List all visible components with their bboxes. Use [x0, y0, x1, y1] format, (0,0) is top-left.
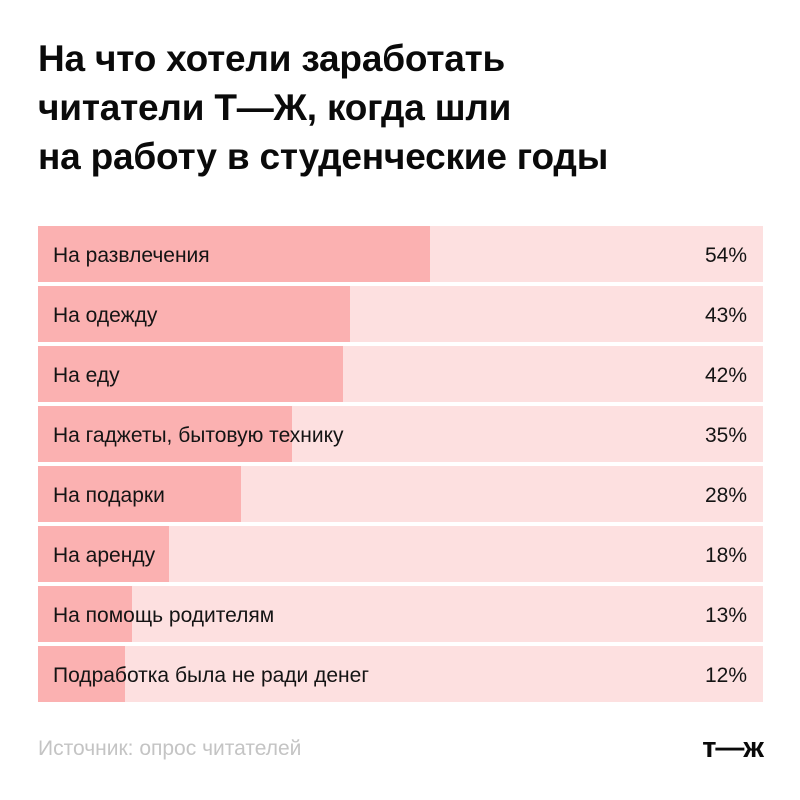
- bar-value-label: 13%: [704, 604, 747, 627]
- bar: [38, 286, 350, 342]
- bar-label: На подарки: [53, 484, 165, 507]
- bar: [38, 346, 343, 402]
- bar: [38, 526, 169, 582]
- chart-title-line-1: На что хотели заработать: [38, 38, 506, 79]
- bar-value-label: 18%: [704, 544, 747, 567]
- bar-label: На одежду: [53, 304, 158, 327]
- bar-value-label: 42%: [704, 364, 747, 387]
- chart-title-line-2: читатели Т—Ж, когда шли: [38, 87, 512, 128]
- bar-value-label: 28%: [704, 484, 747, 507]
- bar: [38, 226, 430, 282]
- bar-value-label: 54%: [704, 244, 747, 267]
- bar-row: На помощь родителям 13%: [38, 586, 763, 642]
- bar-label: Подработка была не ради денег: [53, 664, 369, 687]
- bar-row: На гаджеты, бытовую технику 35%: [38, 406, 763, 462]
- bar-value-label: 12%: [704, 664, 747, 687]
- chart-title-line-3: на работу в студенческие годы: [38, 136, 609, 177]
- bar-row: На аренду 18%: [38, 526, 763, 582]
- bar-chart: На развлечения 54% На одежду 43% На еду 42% На…: [38, 226, 763, 706]
- bar: [38, 586, 132, 642]
- bar-row: На развлечения 54%: [38, 226, 763, 282]
- chart-title: На что хотели заработать читатели Т—Ж, к…: [38, 34, 778, 181]
- bar-label: На развлечения: [53, 244, 210, 267]
- bar-label: На помощь родителям: [53, 604, 275, 627]
- bar-row: На еду 42%: [38, 346, 763, 402]
- bar-label: На еду: [53, 364, 120, 387]
- bar-label: На гаджеты, бытовую технику: [53, 424, 344, 447]
- bar-value-label: 35%: [704, 424, 747, 447]
- bar: [38, 466, 241, 522]
- bar: [38, 646, 125, 702]
- bar-row: На одежду 43%: [38, 286, 763, 342]
- bar: [38, 406, 292, 462]
- bar-row: Подработка была не ради денег 12%: [38, 646, 763, 702]
- bar-label: На аренду: [53, 544, 156, 567]
- tzh-logo: т—ж: [702, 732, 764, 764]
- bar-value-label: 43%: [704, 304, 747, 327]
- source-note: Источник: опрос читателей: [38, 737, 302, 760]
- bar-row: На подарки 28%: [38, 466, 763, 522]
